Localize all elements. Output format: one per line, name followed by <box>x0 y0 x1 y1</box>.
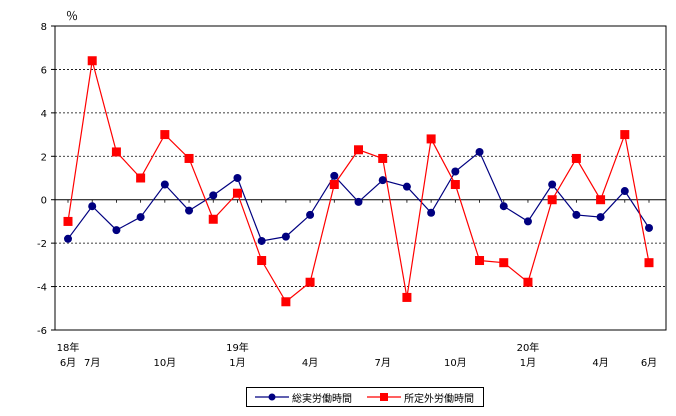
x-tick-labels: 18年 6月 7月 10月 19年 1月 4月 7月 10月 20年 1月 4月 6月 <box>57 341 658 369</box>
data-point-series-2 <box>63 216 73 226</box>
y-tick-label: 2 <box>41 152 47 163</box>
data-point-series-1 <box>185 206 194 215</box>
y-tick-label: 6 <box>41 65 47 76</box>
data-point-series-1 <box>330 171 339 180</box>
data-point-series-2 <box>111 147 121 157</box>
legend: 総実労働時間 所定外労働時間 <box>246 387 484 407</box>
data-point-series-1 <box>233 174 242 182</box>
y-tick-label: 4 <box>41 109 47 120</box>
y-tick-label: -4 <box>37 283 47 294</box>
data-point-series-2 <box>305 277 315 287</box>
legend-item-series-2: 所定外労働時間 <box>367 390 474 405</box>
unit-label: ％ <box>66 9 78 23</box>
y-tick-label: -2 <box>37 239 47 250</box>
data-point-series-2 <box>136 173 146 183</box>
data-point-series-1 <box>257 236 266 245</box>
x-tick-month-label: 1月 <box>229 357 245 369</box>
x-tick-year-label: 18年 <box>57 341 80 354</box>
x-tick-month-label: 4月 <box>592 357 608 369</box>
data-point-series-1 <box>306 210 315 219</box>
data-point-series-2 <box>644 258 654 268</box>
data-point-series-2 <box>620 130 630 140</box>
data-point-series-1 <box>548 180 557 189</box>
data-point-series-2 <box>354 145 363 155</box>
y-tick-label: 8 <box>41 22 47 33</box>
x-tick-month-label: 4月 <box>302 357 318 369</box>
data-point-series-2 <box>499 258 509 268</box>
data-point-series-1 <box>427 208 436 217</box>
legend-swatch-series-1 <box>255 393 289 401</box>
data-point-series-1 <box>523 217 532 226</box>
data-point-series-1 <box>499 202 508 211</box>
data-point-series-1 <box>645 223 653 232</box>
y-tick-labels: -6 -4 -2 0 2 4 6 8 <box>37 22 47 337</box>
data-point-series-1 <box>475 147 484 156</box>
legend-label-series-2: 所定外労働時間 <box>404 393 474 405</box>
data-point-series-2 <box>596 195 606 205</box>
data-point-series-2 <box>426 134 436 144</box>
data-point-series-2 <box>329 180 339 190</box>
legend-label-series-1: 総実労働時間 <box>292 393 352 405</box>
x-tick-month-label: 1月 <box>520 357 536 369</box>
x-tick-month-label: 10月 <box>444 357 467 369</box>
data-point-series-2 <box>184 153 194 163</box>
data-point-series-1 <box>378 176 387 185</box>
data-point-series-1 <box>572 210 581 219</box>
data-point-series-2 <box>450 180 460 190</box>
data-point-series-2 <box>281 297 291 307</box>
data-point-series-2 <box>547 195 557 205</box>
data-point-series-1 <box>64 234 72 243</box>
y-tick-label: 0 <box>41 196 47 207</box>
data-point-series-2 <box>87 56 97 66</box>
series-markers <box>63 56 654 307</box>
x-tick-month-label: 7月 <box>375 357 391 369</box>
data-point-series-2 <box>257 256 267 266</box>
data-point-series-1 <box>402 182 411 191</box>
data-point-series-2 <box>160 130 170 140</box>
data-point-series-1 <box>160 180 169 189</box>
x-tick-month-label: 7月 <box>84 357 100 369</box>
data-point-series-2 <box>571 153 581 163</box>
data-point-series-1 <box>354 197 363 206</box>
data-point-series-2 <box>208 214 218 224</box>
data-point-series-1 <box>620 187 629 196</box>
x-tick-year-label: 19年 <box>226 341 249 354</box>
data-point-series-1 <box>112 226 121 235</box>
y-tick-label: -6 <box>37 326 47 337</box>
data-point-series-2 <box>232 188 242 198</box>
data-point-series-1 <box>451 167 460 176</box>
legend-swatch-series-2 <box>367 393 401 401</box>
data-point-series-1 <box>88 202 97 211</box>
x-tick-month-label: 6月 <box>641 357 657 369</box>
data-point-series-1 <box>281 232 290 241</box>
data-point-series-1 <box>596 213 605 222</box>
plot-area <box>54 25 667 331</box>
legend-item-series-1: 総実労働時間 <box>255 390 352 405</box>
data-point-series-1 <box>136 213 145 222</box>
x-tick-month-label: 10月 <box>153 357 176 369</box>
data-point-series-1 <box>209 191 218 200</box>
gridlines <box>55 69 666 287</box>
data-point-series-2 <box>402 292 412 302</box>
data-point-series-2 <box>475 256 485 266</box>
data-point-series-2 <box>523 277 533 287</box>
data-point-series-2 <box>378 153 388 163</box>
x-tick-month-label: 6月 <box>60 357 76 369</box>
x-tick-year-label: 20年 <box>517 341 540 354</box>
